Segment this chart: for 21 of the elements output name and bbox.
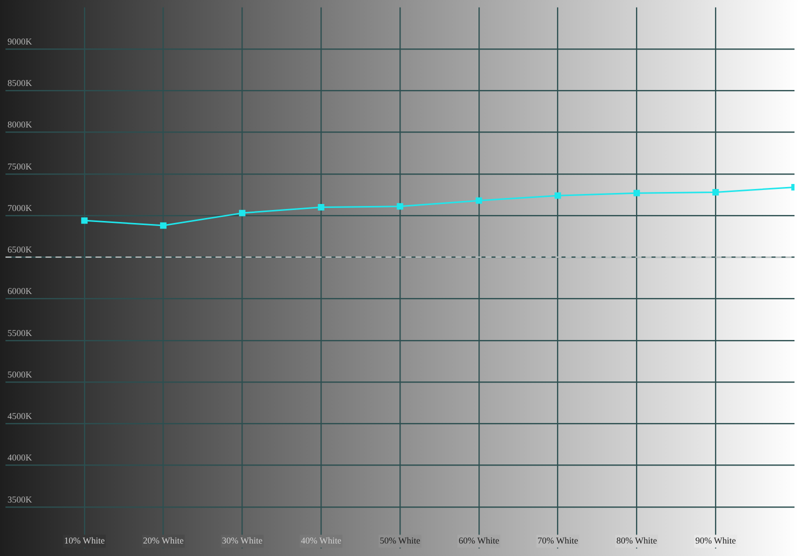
x-tick-label: 30% White <box>222 536 262 546</box>
y-tick-label: 5500K <box>8 328 32 338</box>
y-tick-label: 7000K <box>8 202 32 213</box>
x-tick-label: 80% White <box>616 536 657 546</box>
y-tick-label: 6500K <box>8 244 32 255</box>
y-tick-label: 6000K <box>8 286 32 296</box>
y-tick-label: 7500K <box>8 161 32 172</box>
x-tick-label: 70% White <box>538 536 578 546</box>
y-tick-label: 4000K <box>8 452 32 463</box>
y-tick-label: 3500K <box>8 494 32 504</box>
x-tick-label: 60% White <box>458 536 500 546</box>
y-tick-label: 5000K <box>8 369 32 380</box>
y-tick-label: 4500K <box>8 411 32 422</box>
x-tick-label: 90% White <box>695 536 736 546</box>
x-tick-label: 50% White <box>380 536 420 546</box>
x-tick-label: 20% White <box>143 536 184 546</box>
y-tick-label: 8000K <box>8 120 32 130</box>
y-tick-label: 9000K <box>8 36 32 46</box>
y-tick-label: 8500K <box>8 78 32 88</box>
x-tick-label: 10% White <box>64 536 105 546</box>
x-tick-label: 40% White <box>300 536 342 546</box>
